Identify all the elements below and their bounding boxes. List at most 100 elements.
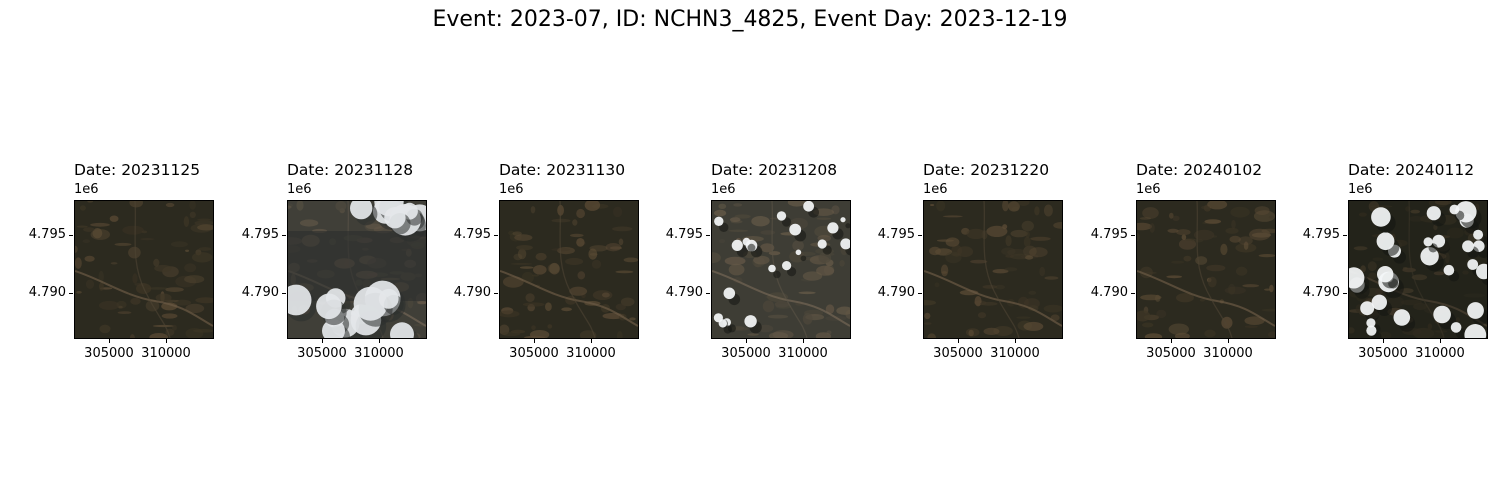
terrain-patch [1168, 323, 1189, 335]
terrain-patch [816, 217, 832, 220]
x-tick-label: 305000 [1146, 346, 1196, 361]
y-tick-mark [918, 293, 922, 294]
terrain-patch [1268, 331, 1275, 338]
terrain-patch [570, 233, 584, 238]
terrain-patch [1166, 275, 1183, 279]
terrain-patch [569, 286, 588, 296]
terrain-patch [1230, 206, 1250, 218]
terrain-patch [982, 285, 998, 289]
terrain-patch [1206, 264, 1226, 272]
terrain-patch [839, 260, 845, 267]
terrain-patch [82, 239, 90, 244]
satellite-image [923, 200, 1063, 339]
image-panel: Date: 20231220 1e6 4.795 4.790 305000 310000 [878, 160, 1141, 370]
cloud [1464, 324, 1487, 338]
terrain-patch [417, 301, 426, 305]
terrain-patch [84, 255, 95, 262]
ridge-line [771, 201, 808, 338]
cloud [390, 322, 414, 338]
terrain-patch [129, 201, 143, 208]
terrain-patch [588, 248, 598, 260]
terrain-patch [92, 228, 103, 239]
x-tick-label: 310000 [141, 346, 191, 361]
terrain-patch [728, 229, 749, 232]
terrain-patch [547, 324, 553, 329]
terrain-patch [927, 333, 936, 338]
y-tick-label: 4.790 [241, 285, 279, 300]
terrain-patch [1220, 243, 1228, 256]
terrain-patch [816, 265, 835, 276]
image-panel: Date: 20231208 1e6 4.795 4.790 305000 310000 [666, 160, 929, 370]
y-tick-label: 4.795 [665, 227, 703, 242]
terrain-patch [1433, 271, 1445, 276]
cloud [1360, 301, 1375, 316]
terrain-patch [1023, 236, 1031, 248]
y-tick-mark [282, 235, 286, 236]
terrain-patch [945, 237, 960, 247]
x-tick-mark [1383, 339, 1384, 343]
terrain-patch [1043, 204, 1053, 217]
terrain-patch [109, 215, 119, 222]
terrain-patch [1195, 256, 1208, 265]
cloud-shadow [288, 231, 426, 301]
terrain-patch [968, 329, 974, 337]
terrain-patch [1228, 283, 1236, 295]
terrain-patch [758, 324, 774, 333]
cloud [1467, 259, 1479, 270]
terrain-patch [516, 245, 533, 251]
terrain-patch [825, 304, 835, 314]
cloud [353, 286, 388, 321]
satellite-scene [712, 201, 850, 338]
terrain-patch [173, 299, 191, 306]
terrain-patch [1455, 317, 1460, 323]
cloud [840, 238, 850, 250]
panel-title: Date: 20231220 [923, 161, 1050, 179]
terrain-patch [1253, 210, 1275, 222]
terrain-patch [1243, 241, 1249, 250]
y-tick-mark [69, 235, 73, 236]
cloud [744, 315, 757, 328]
terrain-patch [1204, 219, 1222, 224]
terrain-patch [1004, 267, 1018, 272]
terrain-patch [942, 215, 963, 218]
axis-offset-label: 1e6 [499, 182, 524, 197]
terrain-patch [87, 201, 94, 203]
terrain-patch [1211, 235, 1218, 238]
x-tick-mark [958, 339, 959, 343]
terrain-patch [1462, 270, 1469, 275]
terrain-patch [1178, 238, 1197, 250]
terrain-patch [1008, 201, 1020, 212]
terrain-patch [525, 293, 535, 302]
cloud [1473, 229, 1484, 240]
terrain-patch [1402, 267, 1408, 270]
terrain-patch [184, 263, 197, 273]
terrain-patch [966, 228, 986, 240]
terrain-patch [296, 201, 304, 211]
image-panel: Date: 20240112 1e6 4.795 4.790 305000 310000 [1303, 160, 1500, 370]
terrain-patch [1201, 205, 1211, 210]
axis-offset-label: 1e6 [711, 182, 736, 197]
terrain-patch [1034, 206, 1040, 216]
terrain-patch [1005, 254, 1014, 258]
y-tick-mark [494, 293, 498, 294]
terrain-patch [1149, 223, 1155, 233]
y-tick-mark [1131, 235, 1135, 236]
terrain-patch [335, 201, 347, 211]
cloud [817, 239, 827, 249]
terrain-patch [941, 271, 948, 274]
x-tick-label: 305000 [509, 346, 559, 361]
terrain-patch [1193, 229, 1215, 241]
terrain-patch [602, 292, 610, 298]
cloud [1371, 294, 1387, 310]
image-panel: Date: 20231130 1e6 4.795 4.790 305000 310000 [454, 160, 717, 370]
cloud [1476, 263, 1487, 280]
terrain-patch [615, 303, 626, 311]
terrain-patch [618, 238, 624, 246]
y-tick-mark [1343, 293, 1347, 294]
terrain-patch [1444, 252, 1450, 264]
terrain-patch [149, 333, 169, 338]
terrain-patch [1353, 246, 1368, 251]
terrain-patch [1411, 274, 1428, 281]
y-tick-label: 4.790 [665, 285, 703, 300]
cloud [1443, 264, 1455, 276]
